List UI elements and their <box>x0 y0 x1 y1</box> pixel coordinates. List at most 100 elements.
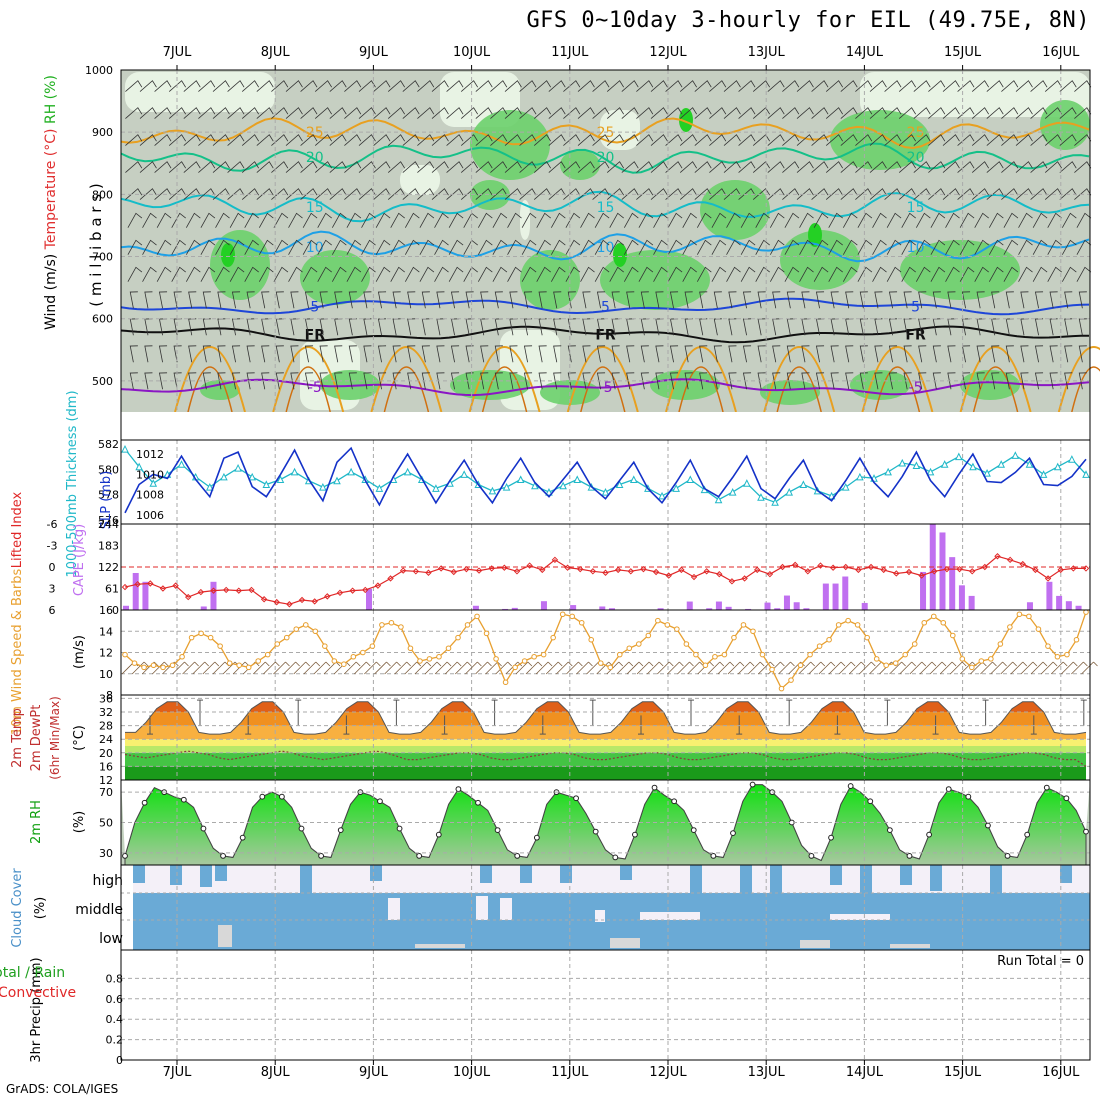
wind-barb <box>302 266 318 282</box>
high-cloud-bar <box>740 865 752 900</box>
wind-barb <box>842 266 858 282</box>
wind-barb <box>373 107 391 119</box>
rh-point <box>141 799 148 806</box>
wind-barb <box>1020 372 1029 390</box>
wind-barb <box>915 266 931 282</box>
high-cloud-clear <box>133 865 1090 893</box>
wind-barb <box>830 372 839 390</box>
wind-barb <box>475 161 493 173</box>
thickness-point <box>997 460 1006 468</box>
wind-barb <box>348 291 357 309</box>
wind-barb <box>288 212 303 228</box>
rh-point <box>906 852 913 859</box>
thickness-point <box>149 479 158 487</box>
rh-point <box>1063 795 1070 802</box>
x-tick-label: 13JUL <box>748 1065 786 1080</box>
wind-barb <box>460 134 479 146</box>
wind-barb <box>344 188 362 200</box>
wind-barb <box>665 107 683 119</box>
wind-barb <box>667 239 683 255</box>
y-tick-label: 578 <box>98 489 119 502</box>
surface-wind-barb <box>848 661 866 675</box>
y-tick-label: 16 <box>99 604 113 617</box>
wind-speed-point <box>626 645 633 652</box>
wind-barb <box>752 188 771 200</box>
wind-barb <box>331 239 347 255</box>
wind-speed-point <box>521 658 528 664</box>
wind-barb <box>344 161 362 173</box>
wind-barb <box>402 161 420 173</box>
wind-barb <box>404 212 420 228</box>
wind-barb <box>300 80 318 92</box>
lifted-index-point <box>286 601 293 608</box>
wind-barb <box>650 134 668 146</box>
wind-barb <box>694 80 712 92</box>
lifted-index-point <box>956 565 963 573</box>
wind-barb <box>363 291 372 309</box>
wind-barb <box>742 345 752 363</box>
wind-barb <box>653 266 668 282</box>
x-tick-label: 10JUL <box>453 1065 491 1080</box>
wind-barb <box>436 291 445 309</box>
wind-barb <box>577 134 595 146</box>
wind-barb <box>504 107 522 119</box>
wind-barb <box>974 266 989 282</box>
wind-speed-point <box>636 641 642 647</box>
wind-barb <box>898 134 917 146</box>
wind-barb <box>392 291 401 309</box>
wind-barb <box>212 80 230 92</box>
dewpoint-line <box>124 750 1087 767</box>
wind-barb <box>300 107 318 119</box>
wind-barb <box>740 212 756 228</box>
isotherm-line <box>120 325 1090 344</box>
isotherm-line <box>120 230 1090 263</box>
thickness-point <box>629 475 638 483</box>
wind-barb <box>490 80 508 92</box>
wind-barb <box>548 134 566 146</box>
wind-barb <box>609 212 624 228</box>
wind-barb <box>767 80 785 92</box>
wind-speed-point <box>731 634 737 641</box>
wind-barb <box>903 345 912 363</box>
thickness-point <box>319 482 327 491</box>
wind-barb <box>928 188 946 200</box>
wind-barb <box>261 372 270 390</box>
middle-cloud-gap <box>388 898 400 920</box>
high-cloud-bar <box>770 865 782 895</box>
wind-barb <box>490 134 508 146</box>
wind-barb <box>888 291 898 309</box>
temp-axis-label: 2m Temp <box>10 708 25 768</box>
rh-point <box>396 825 403 832</box>
wind-barb <box>480 372 489 390</box>
page-title: GFS 0~10day 3-hourly for EIL (49.75E, 8N… <box>526 8 1090 33</box>
wind-barb <box>550 239 566 255</box>
thickness-point <box>205 482 214 491</box>
wind-barb <box>723 80 741 92</box>
lifted-index-point <box>968 568 976 575</box>
wind-barb <box>1005 372 1014 390</box>
surface-wind-barb <box>323 661 341 675</box>
y-tick-label: 20 <box>99 747 113 760</box>
wind-barb <box>127 239 143 255</box>
wind-barb <box>971 80 990 92</box>
high-cloud-bar <box>170 865 182 885</box>
wind-barb <box>592 161 610 173</box>
wind-barb <box>127 212 143 228</box>
wind-barb <box>845 372 854 390</box>
wind-barb <box>1064 291 1073 309</box>
rh-panel: 30 50 70 <box>99 780 1090 866</box>
lifted-index-point <box>1070 565 1077 572</box>
wind-barb <box>606 80 625 92</box>
li-cape-panel: -6 -3 0 3 6 0 61 122 183 244 <box>47 518 1090 617</box>
temp-band <box>125 746 1086 753</box>
high-cloud-bar <box>990 865 1002 900</box>
wind-barb <box>1015 161 1033 173</box>
wind-barb <box>986 107 1004 119</box>
wind-barb <box>548 107 566 119</box>
wind-barb <box>431 134 449 146</box>
wind-barb <box>402 188 420 200</box>
y-tick-label: 1010 <box>136 468 164 481</box>
thickness-point <box>531 481 539 490</box>
wind-barb <box>640 345 649 363</box>
wind-barb <box>726 239 741 255</box>
